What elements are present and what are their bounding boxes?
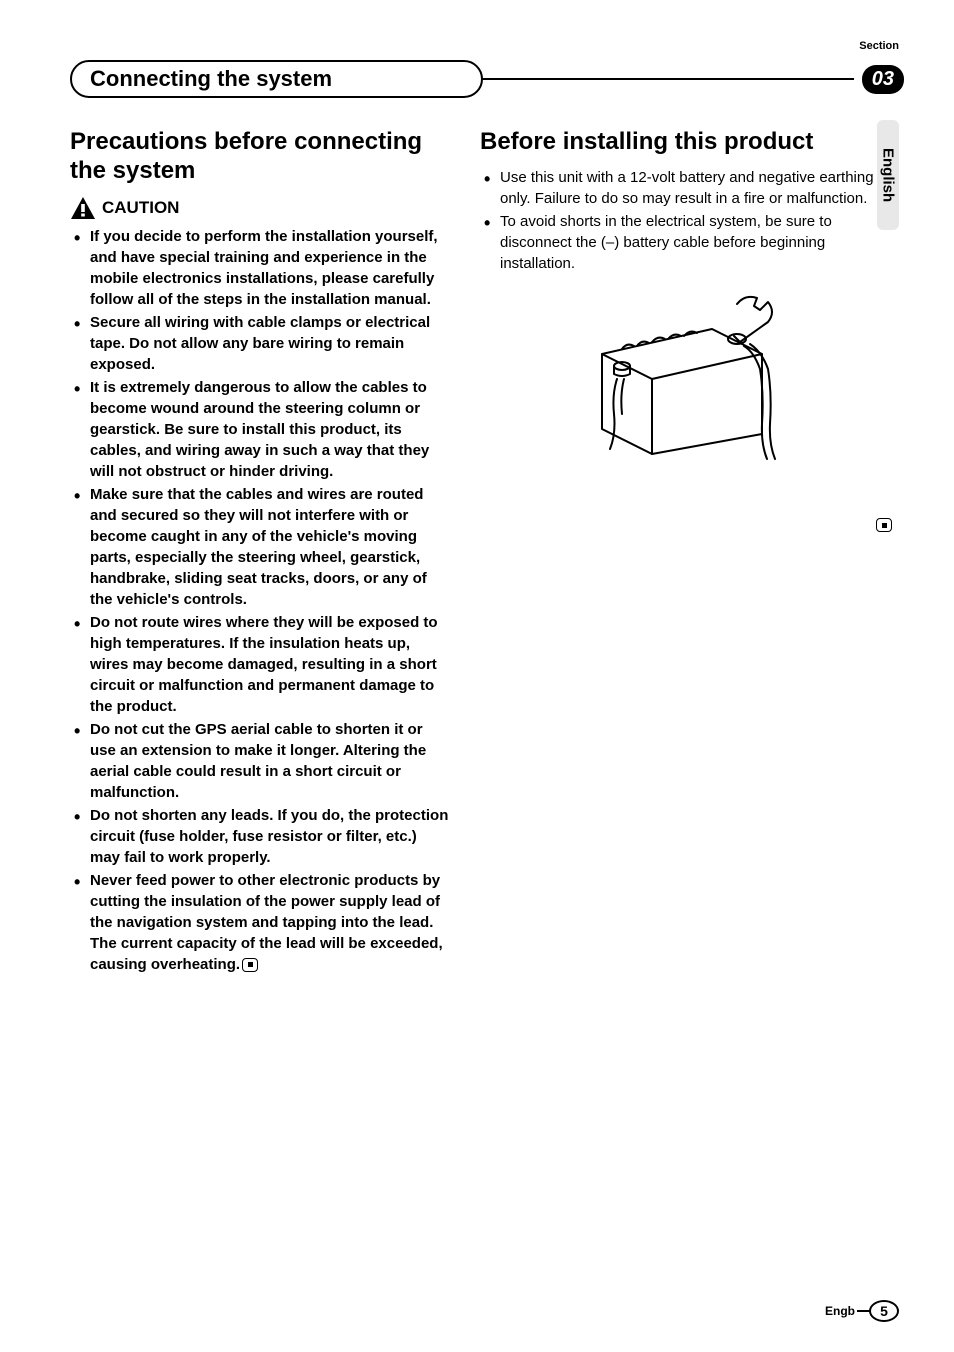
header-pill: Connecting the system [70,60,483,98]
section-label: Section [859,40,899,52]
header-row: Connecting the system 03 [70,60,904,98]
list-item: Do not cut the GPS aerial cable to short… [70,719,450,803]
precautions-list: If you decide to perform the installatio… [70,226,450,975]
battery-disconnect-illustration [562,284,822,464]
end-mark-icon [876,518,892,532]
warning-triangle-icon [70,196,96,220]
content-columns: Precautions before connecting the system… [70,128,904,977]
precautions-heading: Precautions before connecting the system [70,128,450,186]
right-column: Before installing this product Use this … [480,128,904,977]
list-item: Never feed power to other electronic pro… [70,870,450,975]
caution-label: CAUTION [102,198,179,218]
before-installing-heading: Before installing this product [480,128,904,157]
list-item: Use this unit with a 12-volt battery and… [480,167,904,209]
section-number-badge: 03 [862,65,904,94]
list-item: Secure all wiring with cable clamps or e… [70,312,450,375]
section-title: Connecting the system [90,66,332,91]
list-item: If you decide to perform the installatio… [70,226,450,310]
list-item: To avoid shorts in the electrical system… [480,211,904,274]
end-mark-icon [242,958,258,972]
before-install-list: Use this unit with a 12-volt battery and… [480,167,904,274]
caution-row: CAUTION [70,196,450,220]
page-footer: Engb 5 [825,1300,899,1322]
list-item: It is extremely dangerous to allow the c… [70,377,450,482]
page-number-badge: 5 [869,1300,899,1322]
header-divider-line [481,78,854,80]
list-item: Make sure that the cables and wires are … [70,484,450,610]
list-item: Do not route wires where they will be ex… [70,612,450,717]
left-column: Precautions before connecting the system… [70,128,450,977]
footer-lang-code: Engb [825,1304,855,1318]
list-item: Do not shorten any leads. If you do, the… [70,805,450,868]
